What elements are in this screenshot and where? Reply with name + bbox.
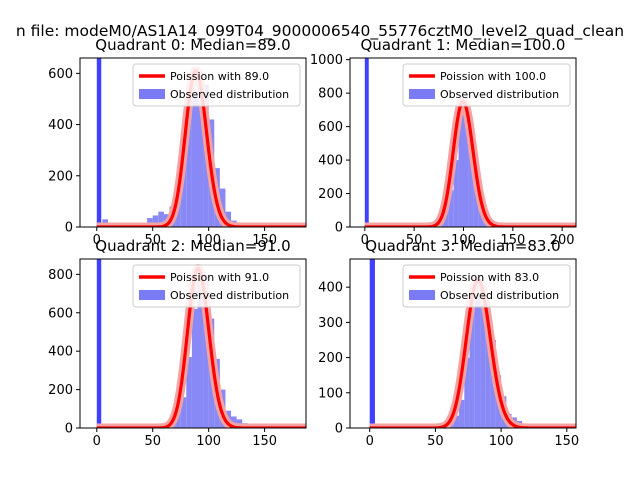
subplot-title: Quadrant 3: Median=83.0 [365,237,560,255]
y-tick-label: 200 [48,169,73,184]
y-tick-label: 0 [335,221,343,236]
y-tick-label: 600 [48,306,73,321]
legend-observed-label: Observed distribution [440,289,559,302]
subplot-title: Quadrant 2: Median=91.0 [95,237,290,255]
legend-observed-label: Observed distribution [170,289,289,302]
legend-observed-label: Observed distribution [440,88,559,101]
histogram-bar [453,160,459,227]
legend-observed-swatch [409,290,435,300]
y-tick-label: 0 [65,422,73,437]
zero-count-spike-bar [96,259,102,428]
legend-box [402,63,571,107]
histogram-bar [443,210,449,227]
y-tick-label: 400 [318,154,343,169]
y-tick-label: 600 [48,67,73,82]
axes-frame [79,258,307,429]
histogram-bar [186,111,192,227]
x-tick-label: 150 [252,434,277,449]
y-tick-label: 800 [318,87,343,102]
histogram-bar [459,399,465,428]
y-tick-label: 0 [335,422,343,437]
y-tick-label: 200 [318,187,343,202]
quadrant-3-subplot: 0 50 100 150 0 100 200 300 400 Quadrant 3: Median… [318,237,579,449]
subplot-title: Quadrant 0: Median=89.0 [95,36,290,54]
y-tick-label: 400 [318,281,343,296]
histogram-bar [468,134,474,227]
zero-count-spike-bar [96,58,102,227]
quadrant-2-subplot: 0 50 100 150 0 200 400 600 800 Quadrant 2: Median… [48,237,307,449]
histogram-bar [186,356,192,428]
legend-observed-swatch [139,290,165,300]
y-tick-label: 800 [48,268,73,283]
subplot-title: Quadrant 1: Median=100.0 [361,36,566,54]
histogram-bar [203,274,209,428]
histogram-bar [180,397,187,428]
legend-observed-swatch [139,89,165,99]
histogram-bar [463,101,469,227]
x-tick-label: 0 [93,434,101,449]
histogram-bar [448,190,454,227]
x-tick-label: 0 [361,233,369,248]
y-tick-label: 600 [318,120,343,135]
x-tick-label: 100 [196,233,221,248]
histogram-bar [191,93,198,227]
x-tick-label: 0 [366,434,374,449]
histogram-bar [180,162,187,227]
zero-count-spike-bar [369,259,375,428]
plot-area [361,58,576,227]
histogram-bar [464,357,470,428]
y-tick-label: 300 [318,316,343,331]
x-tick-label: 150 [500,233,525,248]
y-tick-label: 1000 [310,53,343,68]
poisson-curve [364,99,576,227]
axes-frame [79,57,307,228]
y-tick-label: 200 [48,383,73,398]
histogram-bar [453,415,460,428]
legend-box [132,63,301,107]
histogram-bar [469,301,475,428]
y-tick-label: 200 [318,351,343,366]
histogram-bar [191,308,198,428]
legend-box [132,264,301,308]
histogram-bar [474,280,481,428]
x-tick-label: 50 [144,434,161,449]
x-tick-label: 100 [489,434,514,449]
legend-poisson-label: Poission with 89.0 [170,70,269,83]
histogram-bar [480,283,486,428]
histogram-bar [231,416,237,428]
legend-box [402,264,571,308]
x-tick-label: 100 [451,233,476,248]
legend-observed-label: Observed distribution [170,88,289,101]
x-tick-label: 50 [144,233,161,248]
legend-poisson-label: Poission with 91.0 [170,271,269,284]
x-tick-label: 200 [550,233,575,248]
histogram-bar [175,412,181,428]
legend-observed-swatch [409,89,435,99]
quadrant-1-subplot: 0 50 100 150 200 0 200 400 600 800 1000 Quadrant 1:… [310,36,577,248]
histogram-bar [197,70,204,227]
x-tick-label: 150 [554,434,579,449]
x-tick-label: 0 [93,233,101,248]
figure-suptitle: n file: modeM0/AS1A14_099T04_9000006540_… [16,22,624,41]
x-tick-label: 100 [196,434,221,449]
histogram-bar [458,109,464,227]
histogram-bar [152,215,159,227]
legend-poisson-label: Poission with 100.0 [440,70,546,83]
y-tick-label: 400 [48,345,73,360]
y-tick-label: 0 [65,221,73,236]
y-tick-label: 400 [48,118,73,133]
y-tick-label: 100 [318,386,343,401]
x-tick-label: 50 [406,233,423,248]
axes-frame [349,258,577,429]
legend-poisson-label: Poission with 83.0 [440,271,539,284]
quadrant-0-subplot: 0 50 100 150 0 200 400 600 Quadrant 0: Median=89… [48,36,307,248]
histogram-bar [197,268,204,428]
x-tick-label: 150 [252,233,277,248]
x-tick-label: 50 [427,434,444,449]
histogram-bar [485,311,491,428]
zero-count-spike-bar [364,58,369,227]
histogram-bar [158,211,164,227]
